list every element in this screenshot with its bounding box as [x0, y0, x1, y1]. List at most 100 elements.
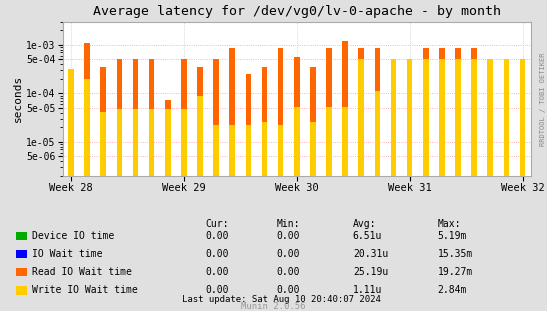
Bar	[117, 157, 122, 176]
Bar	[294, 58, 300, 176]
Text: Max:: Max:	[438, 219, 461, 229]
Bar	[472, 48, 477, 176]
Text: Avg:: Avg:	[353, 219, 376, 229]
Bar	[342, 159, 348, 176]
Y-axis label: seconds: seconds	[13, 75, 23, 122]
Bar	[326, 129, 332, 176]
Bar	[68, 79, 74, 176]
Bar	[504, 59, 509, 176]
Bar	[358, 59, 364, 176]
Bar	[487, 59, 493, 176]
Bar	[229, 125, 235, 176]
Bar	[391, 159, 397, 176]
Bar	[310, 122, 316, 176]
Bar	[520, 59, 525, 176]
Bar	[149, 109, 154, 176]
Bar	[391, 132, 397, 176]
Text: Read IO Wait time: Read IO Wait time	[32, 267, 132, 277]
Bar	[133, 59, 138, 176]
Bar	[149, 123, 154, 176]
Bar	[133, 123, 138, 176]
Bar	[407, 59, 412, 176]
Bar	[310, 122, 316, 176]
Bar	[165, 126, 171, 176]
Bar	[342, 107, 348, 176]
Bar	[133, 109, 138, 176]
Bar	[278, 156, 283, 176]
Bar	[504, 159, 509, 176]
Text: 19.27m: 19.27m	[438, 267, 473, 277]
Text: 0.00: 0.00	[205, 285, 229, 295]
Bar	[423, 59, 429, 176]
Bar	[101, 112, 106, 176]
Bar	[229, 127, 235, 176]
Bar	[310, 156, 316, 176]
Bar	[391, 59, 397, 176]
Bar	[407, 159, 412, 176]
Bar	[407, 59, 412, 176]
Bar	[358, 48, 364, 176]
Text: Write IO Wait time: Write IO Wait time	[32, 285, 137, 295]
Bar	[358, 122, 364, 176]
Bar	[246, 119, 251, 176]
Bar	[472, 127, 477, 176]
Text: RRDTOOL / TOBI OETIKER: RRDTOOL / TOBI OETIKER	[540, 53, 546, 146]
Bar	[504, 127, 509, 176]
Bar	[165, 109, 171, 176]
Bar	[326, 107, 332, 176]
Bar	[423, 120, 429, 176]
Bar	[455, 157, 461, 176]
Text: Cur:: Cur:	[205, 219, 229, 229]
Bar	[472, 157, 477, 176]
Bar	[197, 157, 203, 176]
Bar	[278, 48, 283, 176]
Text: Min:: Min:	[276, 219, 300, 229]
Bar	[391, 59, 397, 176]
Bar	[358, 157, 364, 176]
Text: 5.19m: 5.19m	[438, 231, 467, 241]
Text: IO Wait time: IO Wait time	[32, 249, 102, 259]
Bar	[261, 67, 267, 176]
Bar	[520, 159, 525, 176]
Bar	[439, 59, 445, 176]
Bar	[520, 59, 525, 176]
Text: Munin 2.0.56: Munin 2.0.56	[241, 301, 306, 310]
Bar	[246, 156, 251, 176]
Bar	[375, 157, 380, 176]
Bar	[294, 157, 300, 176]
Bar	[229, 48, 235, 176]
Bar	[504, 59, 509, 176]
Bar	[487, 131, 493, 176]
Bar	[455, 127, 461, 176]
Bar	[117, 109, 122, 176]
Bar	[423, 48, 429, 176]
Bar	[101, 67, 106, 176]
Bar	[278, 125, 283, 176]
Bar	[101, 156, 106, 176]
Bar	[84, 79, 90, 176]
Bar	[294, 127, 300, 176]
Bar	[117, 126, 122, 176]
Bar	[310, 67, 316, 176]
Bar	[439, 48, 445, 176]
Bar	[68, 69, 74, 176]
Text: 0.00: 0.00	[276, 249, 300, 259]
Bar	[439, 127, 445, 176]
Bar	[246, 125, 251, 176]
Bar	[181, 156, 187, 176]
Text: 0.00: 0.00	[205, 249, 229, 259]
Text: 1.11u: 1.11u	[353, 285, 382, 295]
Bar	[487, 159, 493, 176]
Bar	[213, 123, 219, 176]
Bar	[68, 106, 74, 176]
Bar	[261, 159, 267, 176]
Bar	[197, 96, 203, 176]
Bar	[375, 91, 380, 176]
Bar	[261, 122, 267, 176]
Text: 0.00: 0.00	[276, 231, 300, 241]
Bar	[261, 132, 267, 176]
Text: 0.00: 0.00	[276, 285, 300, 295]
Bar	[101, 119, 106, 176]
Bar	[326, 48, 332, 176]
Bar	[149, 156, 154, 176]
